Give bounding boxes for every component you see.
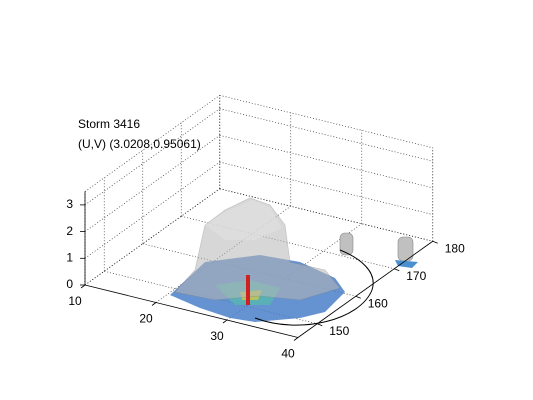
y-tick: [355, 295, 361, 299]
x-axis: [84, 284, 299, 338]
y-tick: [394, 268, 400, 272]
floor-patch: [395, 260, 418, 268]
grid-line: [84, 188, 220, 286]
grid-line: [219, 135, 433, 189]
y-tick-label: 170: [406, 269, 426, 283]
grid-line: [155, 205, 291, 303]
storm-track: [254, 249, 374, 326]
grid-line: [84, 108, 220, 206]
storm-surface: [170, 197, 418, 326]
x-tick-label: 10: [68, 294, 82, 308]
grid-line: [104, 270, 318, 325]
peak: [246, 275, 250, 305]
z-tick-label: 0: [66, 277, 73, 291]
isosurface-top: [205, 200, 282, 240]
x-tick: [151, 302, 157, 306]
y-axis: [297, 240, 433, 338]
z-tick-label: 1: [66, 250, 73, 264]
grid-line: [84, 135, 220, 232]
grid-line: [142, 243, 356, 297]
y-tick-label: 160: [368, 296, 388, 310]
x-tick-label: 20: [139, 312, 153, 326]
x-tick: [222, 319, 228, 324]
x-tick: [293, 337, 299, 341]
y-tick-label: 180: [445, 241, 465, 255]
y-tick-label: 150: [329, 324, 349, 338]
x-tick: [80, 284, 86, 289]
grid-layer: [84, 94, 434, 338]
x-tick-label: 40: [281, 347, 295, 361]
chart-title: Storm 3416: [78, 117, 140, 131]
box-edge: [84, 95, 220, 192]
isosurface: [339, 232, 354, 256]
z-tick-label: 2: [66, 224, 73, 238]
grid-line: [219, 161, 433, 215]
grid-line: [219, 188, 433, 242]
chart-subtitle: (U,V) (3.0208,0.95061): [78, 137, 201, 151]
z-tick-label: 3: [66, 197, 73, 211]
x-tick-label: 30: [210, 329, 224, 343]
y-tick: [432, 240, 438, 244]
grid-line: [84, 161, 220, 259]
axis-layer: 0 1 2 3 10 20 30 40 150 160 170 180: [66, 191, 465, 361]
box-edge: [219, 94, 433, 149]
y-tick: [317, 323, 323, 327]
grid-line: [219, 108, 433, 162]
